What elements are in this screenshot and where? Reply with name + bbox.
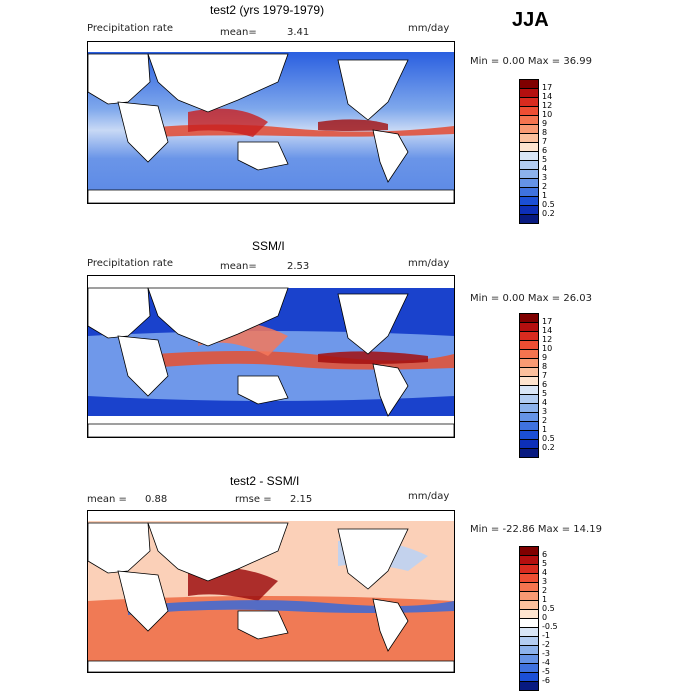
panel-1-range: Min = 0.00 Max = 36.99 (470, 56, 592, 67)
colorbar-tick-label: 2 (542, 416, 548, 425)
colorbar-tick-label: -3 (542, 649, 550, 658)
colorbar-tick-label: 0.5 (542, 200, 555, 209)
colorbar-tick-label: 12 (542, 335, 553, 344)
colorbar-tick-label: -1 (542, 631, 550, 640)
colorbar-tick-label: 3 (542, 407, 548, 416)
colorbar-tick-label: 14 (542, 326, 553, 335)
colorbar-tick-label: 0.5 (542, 604, 555, 613)
panel-2-variable-label: Precipitation rate (87, 258, 173, 269)
panel-3-rmse-value: 2.15 (290, 494, 313, 505)
panel-1-mean-value: 3.41 (287, 27, 310, 38)
colorbar-tick-label: 14 (542, 92, 553, 101)
panel-1-mean-label: mean= (220, 27, 257, 38)
colorbar-tick-label: 9 (542, 353, 548, 362)
colorbar-tick-label: 10 (542, 110, 553, 119)
colorbar-tick-label: 1 (542, 191, 548, 200)
panel-3-title: test2 - SSM/I (230, 474, 300, 488)
panel-3-rmse-label: rmse = (235, 494, 272, 505)
colorbar-tick-label: 6 (542, 550, 548, 559)
colorbar-tick-label: 6 (542, 146, 548, 155)
colorbar-tick-label: 1 (542, 425, 548, 434)
panel-3-mean-value: 0.88 (145, 494, 168, 505)
colorbar-tick-label: 5 (542, 155, 548, 164)
colorbar-tick-label: -6 (542, 676, 550, 685)
colorbar-segment (519, 448, 539, 458)
colorbar-tick-label: 9 (542, 119, 548, 128)
colorbar-tick-label: 17 (542, 317, 553, 326)
colorbar-tick-label: -0.5 (542, 622, 558, 631)
panel-2-range: Min = 0.00 Max = 26.03 (470, 293, 592, 304)
colorbar-tick-label: 5 (542, 559, 548, 568)
season-label: JJA (512, 9, 549, 31)
colorbar-tick-label: -2 (542, 640, 550, 649)
panel-3-range: Min = -22.86 Max = 14.19 (470, 524, 602, 535)
colorbar-tick-label: 12 (542, 101, 553, 110)
colorbar-tick-label: 7 (542, 137, 548, 146)
panel-1-units: mm/day (408, 23, 450, 34)
colorbar-tick-label: 5 (542, 389, 548, 398)
colorbar-tick-label: 6 (542, 380, 548, 389)
colorbar-tick-label: 4 (542, 568, 548, 577)
colorbar-tick-label: 8 (542, 362, 548, 371)
colorbar-tick-label: 17 (542, 83, 553, 92)
colorbar-tick-label: 0.5 (542, 434, 555, 443)
panel-3-units: mm/day (408, 491, 450, 502)
colorbar-tick-label: -4 (542, 658, 550, 667)
panel-1-variable-label: Precipitation rate (87, 23, 173, 34)
panel-2-mean-label: mean= (220, 261, 257, 272)
panel-3-map (87, 510, 455, 673)
colorbar-tick-label: 3 (542, 577, 548, 586)
panel-2-map (87, 275, 455, 438)
colorbar-tick-label: 1 (542, 595, 548, 604)
colorbar-tick-label: 8 (542, 128, 548, 137)
colorbar-tick-label: 10 (542, 344, 553, 353)
panel-2-mean-value: 2.53 (287, 261, 310, 272)
panel-1-map (87, 41, 455, 204)
colorbar-tick-label: 3 (542, 173, 548, 182)
colorbar-tick-label: 2 (542, 586, 548, 595)
colorbar-tick-label: 7 (542, 371, 548, 380)
panel-2-title: SSM/I (252, 239, 285, 253)
colorbar-tick-label: -5 (542, 667, 550, 676)
panel-3-mean-label: mean = (87, 494, 127, 505)
colorbar-tick-label: 2 (542, 182, 548, 191)
colorbar-segment (519, 681, 539, 691)
colorbar-tick-label: 4 (542, 164, 548, 173)
colorbar-tick-label: 4 (542, 398, 548, 407)
colorbar-segment (519, 214, 539, 224)
colorbar-tick-label: 0 (542, 613, 548, 622)
colorbar-tick-label: 0.2 (542, 209, 555, 218)
panel-2-units: mm/day (408, 258, 450, 269)
colorbar-tick-label: 0.2 (542, 443, 555, 452)
panel-1-title: test2 (yrs 1979-1979) (210, 3, 325, 17)
